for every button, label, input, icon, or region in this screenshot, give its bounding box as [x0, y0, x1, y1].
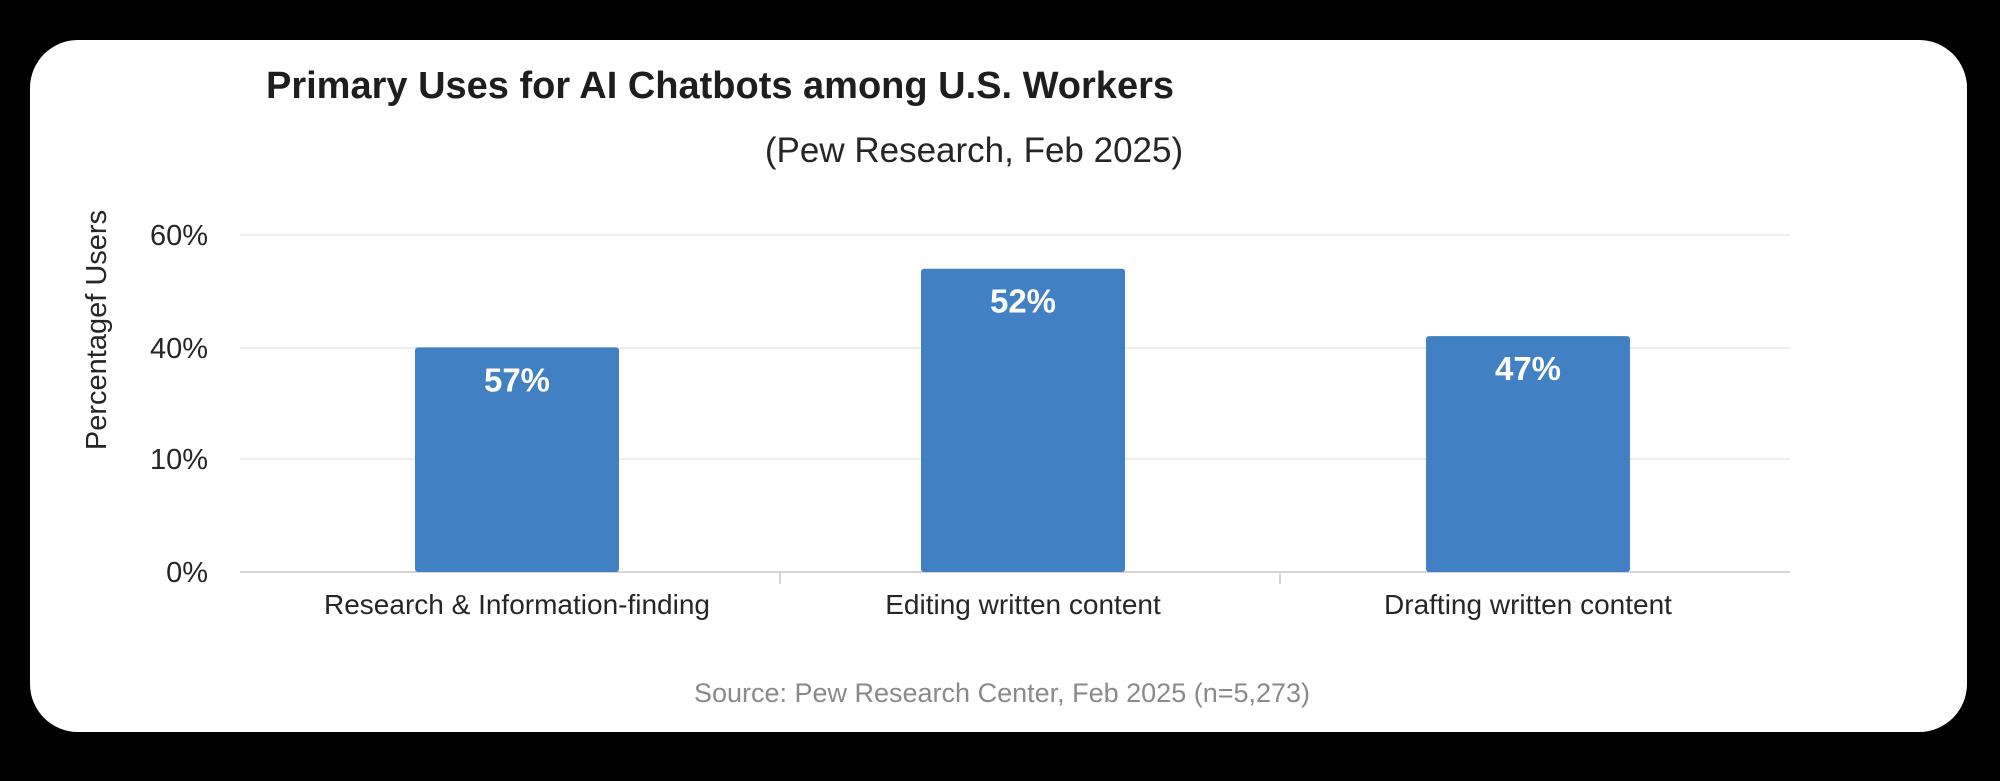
x-category-label: Drafting written content: [1384, 589, 1672, 620]
source-note: Source: Pew Research Center, Feb 2025 (n…: [694, 678, 1310, 708]
bar: [921, 268, 1125, 572]
bar-data-label: 52%: [990, 283, 1056, 320]
x-category-label: Research & Information-finding: [324, 589, 710, 620]
y-tick-label: 10%: [150, 444, 208, 476]
chart-card: Primary Uses for AI Chatbots among U.S. …: [30, 40, 1967, 732]
x-category-label: Editing written content: [885, 589, 1161, 620]
y-axis-label: Percentagef Users: [81, 210, 113, 450]
chart: Primary Uses for AI Chatbots among U.S. …: [81, 65, 1790, 708]
chart-subtitle: (Pew Research, Feb 2025): [765, 131, 1183, 170]
bar-data-label: 57%: [484, 361, 550, 398]
chart-title: Primary Uses for AI Chatbots among U.S. …: [266, 65, 1174, 107]
bar: [1426, 336, 1630, 572]
bar: [415, 347, 619, 572]
y-tick-label: 60%: [150, 220, 208, 252]
y-tick-label: 0%: [166, 557, 208, 589]
y-tick-label: 40%: [150, 333, 208, 365]
bar-data-label: 47%: [1495, 350, 1561, 387]
